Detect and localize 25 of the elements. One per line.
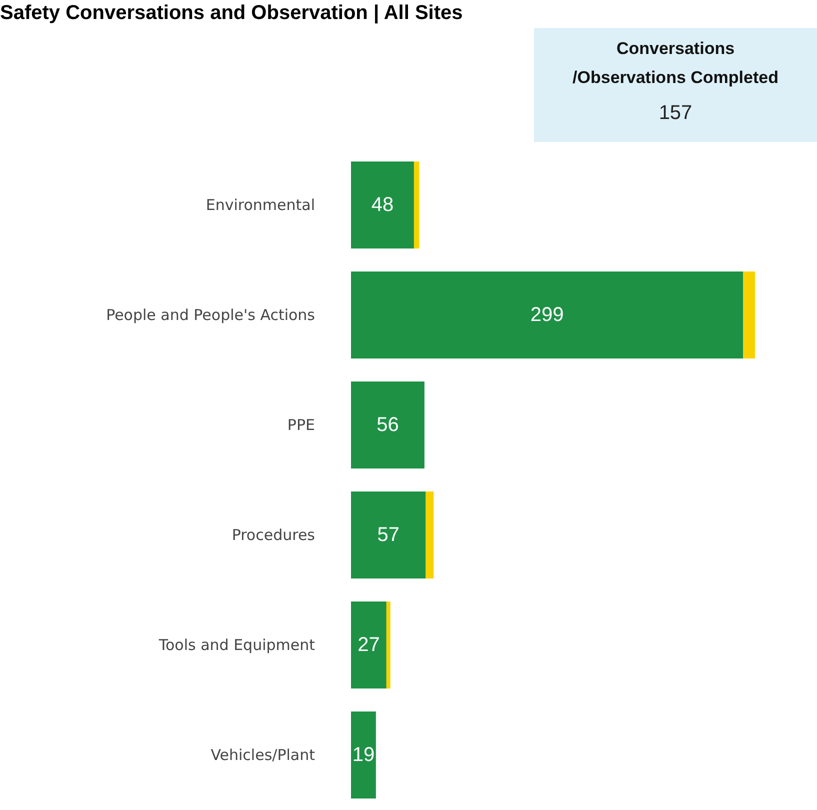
y-tick-label: Tools and Equipment [158, 636, 316, 654]
bar [414, 162, 420, 248]
text: 157 [658, 102, 694, 125]
bar [351, 382, 424, 468]
y-tick-label: Procedures [232, 526, 316, 544]
bar [386, 602, 390, 688]
y-tick-label: People and People's Actions [106, 306, 316, 324]
data-label: 57 [377, 524, 400, 546]
data-label: 48 [371, 194, 394, 216]
y-tick-label: Vehicles/Plant [210, 746, 316, 764]
bar [351, 492, 426, 578]
bar [351, 602, 386, 688]
data-label: 27 [358, 634, 380, 656]
y-tick-label: Environmental [206, 196, 315, 214]
bar [351, 162, 414, 248]
y-tick-label: PPE [287, 416, 315, 434]
bar [351, 272, 744, 358]
chart-title: Safety Conversations and Observation | All Sites [0, 2, 463, 25]
data-label: 19 [352, 744, 375, 766]
bar [351, 712, 376, 798]
data-label: 56 [376, 414, 399, 436]
data-label: 299 [530, 304, 564, 326]
bar [426, 492, 434, 578]
bar [743, 272, 755, 358]
text: Conversations /Observations Completed [572, 38, 780, 89]
